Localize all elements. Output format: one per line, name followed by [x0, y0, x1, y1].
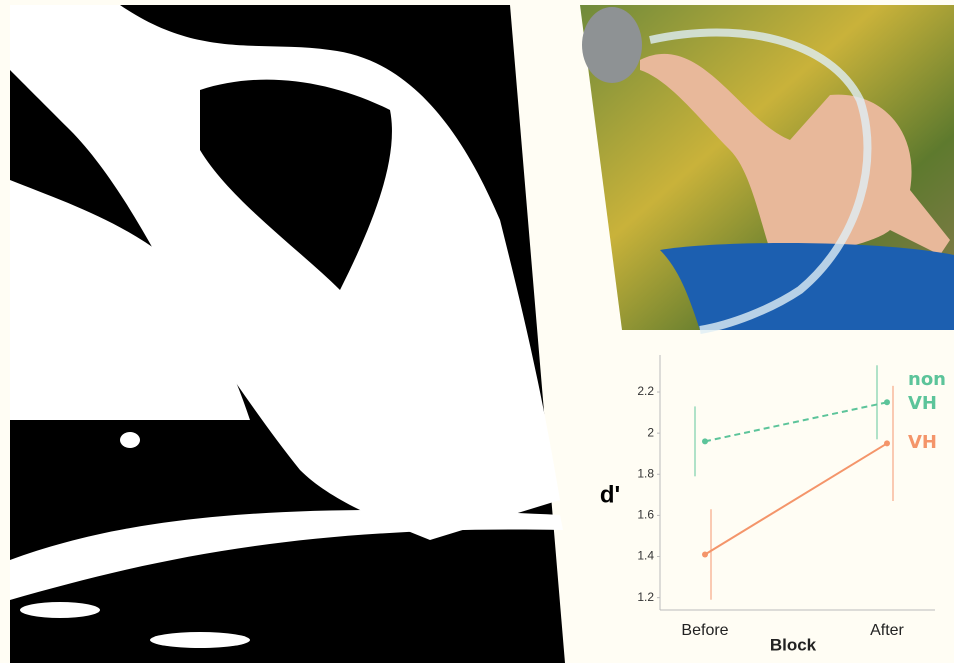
legend-label: non VH [908, 369, 946, 414]
y-tick-label: 1.2 [637, 590, 654, 604]
x-tick-label: Before [681, 622, 728, 639]
x-axis-label: Block [770, 635, 817, 654]
legend-entry: non VH [908, 369, 946, 414]
y-tick-label: 1.4 [637, 549, 654, 563]
x-tick-label: After [870, 622, 904, 639]
photo [580, 5, 954, 334]
y-tick-label: 1.8 [637, 466, 654, 480]
y-tick-label: 1.6 [637, 508, 654, 522]
y-tick-label: 2.2 [637, 384, 654, 398]
y-axis-label: d' [600, 481, 620, 508]
series-line [704, 442, 888, 556]
legend-label: VH [908, 432, 937, 454]
y-tick-label: 2 [647, 425, 654, 439]
legend-entry: VH [908, 432, 937, 454]
threshold-image [10, 5, 565, 663]
point [884, 440, 890, 447]
point [702, 438, 708, 445]
series-line [704, 401, 888, 443]
point [702, 551, 708, 558]
plot: d' Block [600, 355, 935, 654]
point [884, 399, 890, 406]
